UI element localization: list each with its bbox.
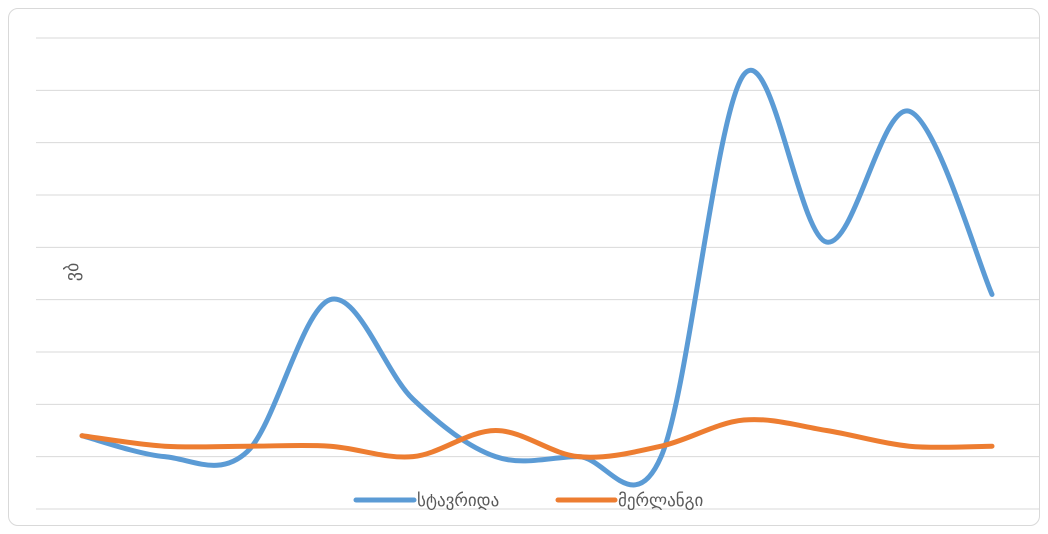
legend-label-merlangi: მერლანგი [618,491,703,511]
series-lines [79,68,995,488]
gridlines [36,37,1040,510]
y-axis-label: ვბ [62,263,83,282]
series-line-stavrida [79,68,995,488]
series-line-merlangi [79,417,995,460]
legend-label-stavrida: სტავრიდა [417,491,499,511]
legend: სტავრიდა მერლანგი [353,491,703,511]
